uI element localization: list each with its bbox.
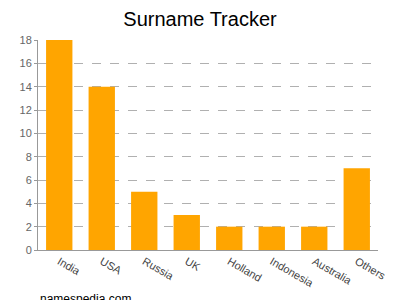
svg-text:0: 0: [26, 244, 32, 256]
svg-text:USA: USA: [98, 255, 124, 277]
svg-text:6: 6: [26, 174, 32, 186]
svg-text:4: 4: [26, 197, 32, 209]
svg-text:12: 12: [20, 104, 32, 116]
svg-text:2: 2: [26, 221, 32, 233]
svg-text:Australia: Australia: [311, 255, 355, 287]
svg-text:Holland: Holland: [226, 255, 264, 284]
svg-text:India: India: [56, 255, 83, 278]
svg-text:Indonesia: Indonesia: [268, 255, 316, 290]
svg-text:14: 14: [20, 81, 32, 93]
svg-text:Surname Tracker: Surname Tracker: [123, 8, 277, 30]
svg-text:10: 10: [20, 127, 32, 139]
svg-text:18: 18: [20, 34, 32, 46]
svg-text:8: 8: [26, 151, 32, 163]
svg-text:Russia: Russia: [141, 255, 177, 283]
svg-text:UK: UK: [183, 255, 203, 273]
svg-text:namespedia.com: namespedia.com: [40, 292, 131, 300]
svg-text:16: 16: [20, 57, 32, 69]
svg-text:Others: Others: [353, 255, 388, 282]
